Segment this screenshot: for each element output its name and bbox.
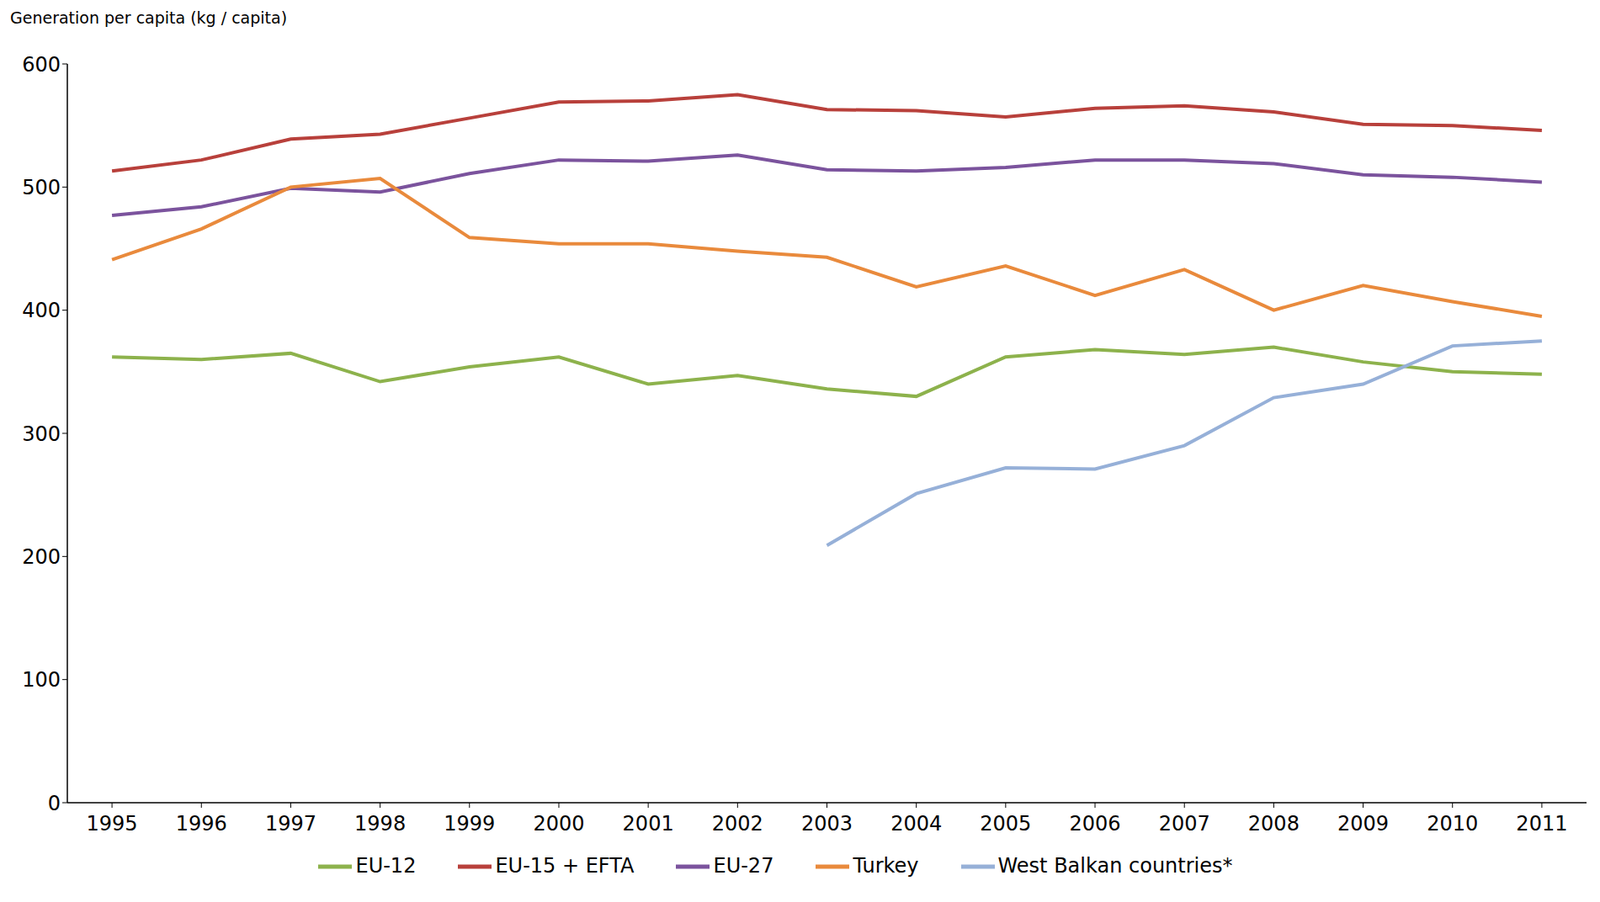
svg-text:2011: 2011 xyxy=(1515,812,1568,836)
svg-text:400: 400 xyxy=(21,298,61,323)
svg-text:2003: 2003 xyxy=(801,812,853,836)
svg-text:2005: 2005 xyxy=(979,812,1032,836)
html-text:EU-12: EU-12 xyxy=(355,854,417,878)
svg-text:2000: 2000 xyxy=(532,812,585,836)
svg-text:2010: 2010 xyxy=(1426,812,1478,836)
html-text:EU-27: EU-27 xyxy=(713,854,774,878)
svg-text:0: 0 xyxy=(47,792,61,816)
svg-text:1996: 1996 xyxy=(175,812,228,836)
svg-text:300: 300 xyxy=(21,422,61,447)
svg-text:1997: 1997 xyxy=(265,812,317,836)
html-text:West Balkan countries*: West Balkan countries* xyxy=(997,854,1233,878)
svg-text:2007: 2007 xyxy=(1158,812,1211,836)
svg-text:1998: 1998 xyxy=(354,812,406,836)
html-text:EU-15 + EFTA: EU-15 + EFTA xyxy=(495,854,635,878)
svg-text:2008: 2008 xyxy=(1248,812,1300,836)
svg-text:2009: 2009 xyxy=(1337,812,1389,836)
svg-text:600: 600 xyxy=(21,53,61,77)
svg-text:2001: 2001 xyxy=(622,812,675,836)
svg-text:2004: 2004 xyxy=(890,812,942,836)
svg-text:2002: 2002 xyxy=(712,812,764,836)
svg-text:500: 500 xyxy=(21,175,61,200)
svg-text:2006: 2006 xyxy=(1068,812,1121,836)
svg-text:100: 100 xyxy=(21,668,61,692)
svg-text:200: 200 xyxy=(21,545,61,569)
svg-text:1995: 1995 xyxy=(86,812,139,836)
html-text:Generation per capita (kg / ca: Generation per capita (kg / capita) xyxy=(10,8,288,27)
svg-text:1999: 1999 xyxy=(443,812,495,836)
html-text:Turkey: Turkey xyxy=(852,854,919,878)
